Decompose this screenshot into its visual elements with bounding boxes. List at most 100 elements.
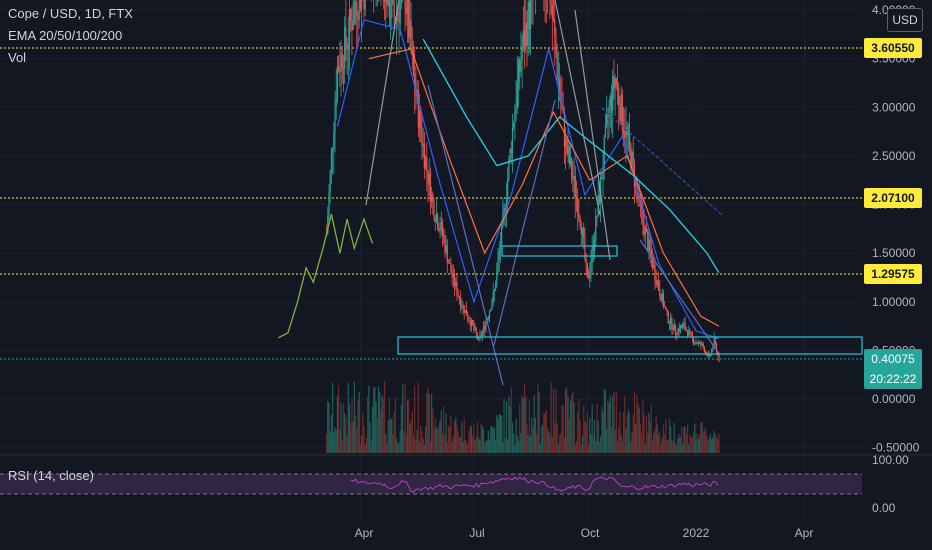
volume-bar (385, 434, 387, 453)
volume-bar (542, 424, 544, 453)
candle-body (579, 218, 581, 227)
price-tag-level-3: 1.29575 (864, 264, 922, 284)
volume-bar (403, 431, 405, 453)
ema-legend[interactable]: EMA 20/50/100/200 (8, 28, 123, 43)
volume-bar (539, 444, 541, 453)
volume-bar (597, 420, 599, 453)
candle-body (587, 277, 590, 279)
candle-body (642, 209, 644, 223)
price-tick-label: 3.00000 (872, 100, 916, 114)
candle-body (409, 20, 411, 39)
volume-bar (415, 439, 417, 453)
candle-body (550, 1, 552, 5)
rsi-legend[interactable]: RSI (14, close) (8, 468, 94, 483)
currency-badge[interactable]: USD (887, 8, 923, 32)
candle-body (414, 73, 416, 92)
candle-body (469, 321, 471, 326)
candle-body (578, 216, 580, 219)
candle-body (363, 0, 365, 10)
candle-body (674, 324, 677, 334)
volume-bar (679, 437, 681, 453)
volume-bar (550, 381, 552, 453)
candle-body (496, 270, 498, 286)
candle-body (397, 12, 399, 14)
time-axis[interactable]: Apr Jul Oct 2022 Apr (355, 526, 814, 540)
volume-bar (560, 433, 562, 453)
candle-body (700, 342, 702, 346)
candle-body (558, 78, 561, 94)
volume-bar (714, 433, 716, 453)
symbol-title[interactable]: Cope / USD, 1D, FTX (8, 6, 133, 21)
candle-body (590, 261, 592, 272)
candle-body (556, 54, 558, 80)
candle-body (457, 295, 459, 297)
volume-bar (420, 425, 422, 453)
candle-body (654, 264, 656, 280)
volume-bar (405, 434, 407, 453)
candle-body (584, 238, 586, 259)
candle-body (511, 127, 514, 154)
volume-bar (463, 418, 465, 453)
volume-bar (368, 385, 370, 453)
volume-bar (682, 444, 684, 453)
candle-body (342, 68, 345, 70)
volume-bar (565, 388, 567, 453)
volume-bar (676, 444, 678, 453)
volume-bar (468, 430, 470, 453)
candle-body (622, 129, 625, 133)
candle-body (592, 245, 594, 252)
volume-bar (422, 439, 424, 453)
candle-body (691, 333, 693, 338)
volume-bar (515, 419, 517, 453)
volume-bar (387, 420, 389, 453)
volume-legend[interactable]: Vol (8, 50, 27, 65)
volume-bar (600, 436, 602, 453)
candle-body (649, 239, 651, 251)
candle-body (458, 296, 460, 300)
candle-body (334, 106, 336, 134)
volume-bar (696, 433, 698, 453)
volume-bar (666, 439, 668, 453)
candle-body (404, 0, 406, 9)
candle-body (549, 0, 551, 2)
volume-bar (409, 423, 411, 453)
candle-body (520, 61, 522, 72)
candle-body (352, 22, 354, 31)
volume-bar (498, 414, 500, 453)
volume-bar (481, 425, 483, 453)
volume-bar (568, 419, 570, 453)
volume-bar (449, 425, 451, 453)
candle-body (434, 219, 436, 222)
volume-bar (446, 442, 448, 453)
volume-bar (702, 431, 704, 453)
candle-body (637, 188, 639, 198)
volume-bar (363, 426, 365, 453)
candle-body (601, 176, 603, 180)
candle-body (503, 207, 505, 214)
volume-bar (639, 424, 642, 453)
candle-body (660, 295, 662, 302)
last-price-value: 0.40075 (871, 352, 915, 366)
candle-body (504, 207, 506, 212)
candle-body (595, 215, 597, 241)
candle-body (488, 310, 491, 317)
candle-body (643, 222, 645, 236)
volume-bar (629, 412, 631, 453)
candle-body (607, 115, 609, 117)
volume-bar (467, 441, 469, 453)
candle-body (485, 322, 487, 331)
volume-bar (587, 444, 590, 453)
volume-bar (718, 433, 720, 453)
volume-bar (551, 437, 553, 453)
candle-body (690, 331, 692, 334)
volume-bar (339, 429, 341, 453)
volume-bar (709, 433, 712, 453)
candle-body (672, 328, 674, 331)
volume-bar (537, 384, 539, 453)
candle-body (450, 263, 452, 274)
candle-body (428, 173, 430, 185)
volume-bar (554, 422, 556, 453)
candle-body (476, 333, 479, 339)
candle-body (718, 355, 720, 362)
